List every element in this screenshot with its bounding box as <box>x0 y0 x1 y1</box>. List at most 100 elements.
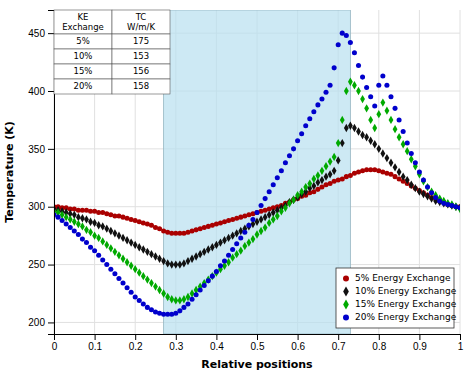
tick: 1 <box>458 334 464 352</box>
point <box>80 237 85 242</box>
point <box>287 199 292 207</box>
tick: 400 <box>28 86 54 97</box>
point <box>125 236 130 244</box>
point <box>340 116 345 124</box>
point <box>129 238 134 246</box>
point <box>104 225 109 233</box>
point <box>222 236 227 244</box>
point <box>202 248 207 256</box>
tick: 450 <box>28 28 54 39</box>
legend-label: 10% Energy Exchange <box>355 286 457 296</box>
point <box>376 83 381 88</box>
point <box>133 241 138 249</box>
point <box>68 215 73 223</box>
point <box>324 172 329 180</box>
series <box>54 167 460 236</box>
point <box>344 124 349 132</box>
point <box>96 253 101 258</box>
point <box>177 308 182 313</box>
tick: 350 <box>28 144 54 155</box>
table-text: 20% <box>74 81 93 91</box>
point <box>104 241 109 249</box>
point <box>117 231 122 239</box>
point <box>238 235 243 240</box>
point <box>210 274 215 279</box>
tick-label: 400 <box>28 86 45 97</box>
point <box>263 196 268 201</box>
point <box>145 275 150 283</box>
point <box>230 231 235 239</box>
tick-label: 1 <box>458 341 464 352</box>
point <box>149 250 154 258</box>
tick-mark <box>48 33 54 34</box>
point <box>307 179 312 187</box>
point <box>194 292 199 297</box>
table-text: 15% <box>74 66 93 76</box>
point <box>356 87 361 95</box>
legend-marker <box>343 315 349 321</box>
tick-mark <box>48 91 54 92</box>
point <box>385 154 390 162</box>
point <box>291 146 296 151</box>
point <box>116 276 121 281</box>
legend-marker <box>343 287 349 297</box>
point <box>421 177 426 185</box>
point <box>117 251 122 259</box>
point <box>80 222 85 230</box>
series <box>54 122 460 269</box>
point <box>413 184 418 192</box>
point <box>137 243 142 251</box>
y-axis-label: Temperature (K) <box>3 121 16 223</box>
point <box>202 283 207 288</box>
point <box>405 141 410 146</box>
chart: 00.10.20.30.40.50.60.70.80.9120025030035… <box>0 0 474 374</box>
table-cell <box>112 34 170 49</box>
point <box>141 272 146 280</box>
point <box>368 116 373 124</box>
point <box>425 185 430 190</box>
tick-mark <box>460 334 461 340</box>
tick: 0.5 <box>251 334 265 352</box>
point <box>376 110 381 118</box>
point <box>291 196 296 204</box>
point <box>368 137 373 145</box>
point <box>251 235 256 243</box>
tick-mark <box>379 334 380 340</box>
table-cell <box>54 10 112 34</box>
point <box>311 175 316 183</box>
point <box>96 234 101 242</box>
x-axis-label: Relative positions <box>201 358 313 371</box>
point <box>190 255 195 263</box>
tick-label: 250 <box>28 259 45 270</box>
legend-marker <box>343 276 349 282</box>
plot: 00.10.20.30.40.50.60.70.80.9120025030035… <box>28 10 463 352</box>
point <box>454 203 459 211</box>
point <box>137 298 142 303</box>
point <box>311 109 316 114</box>
point <box>141 301 146 306</box>
point <box>234 229 239 237</box>
legend-label: 15% Energy Exchange <box>355 299 457 309</box>
point <box>393 163 398 171</box>
point <box>332 153 337 161</box>
point <box>92 219 97 227</box>
point <box>319 97 324 102</box>
tick-mark <box>135 334 136 340</box>
point <box>267 219 272 227</box>
point <box>234 241 239 246</box>
point <box>401 140 406 148</box>
point <box>84 240 89 245</box>
point <box>100 222 105 230</box>
tick: 0.9 <box>413 334 427 352</box>
point <box>348 78 353 86</box>
point <box>360 131 365 139</box>
table-text: 156 <box>133 66 149 76</box>
grid-line <box>460 10 461 334</box>
point <box>352 124 357 132</box>
point <box>125 258 130 266</box>
point <box>393 106 398 111</box>
point <box>401 172 406 180</box>
point <box>271 182 276 187</box>
point <box>100 237 105 245</box>
point <box>92 231 97 239</box>
